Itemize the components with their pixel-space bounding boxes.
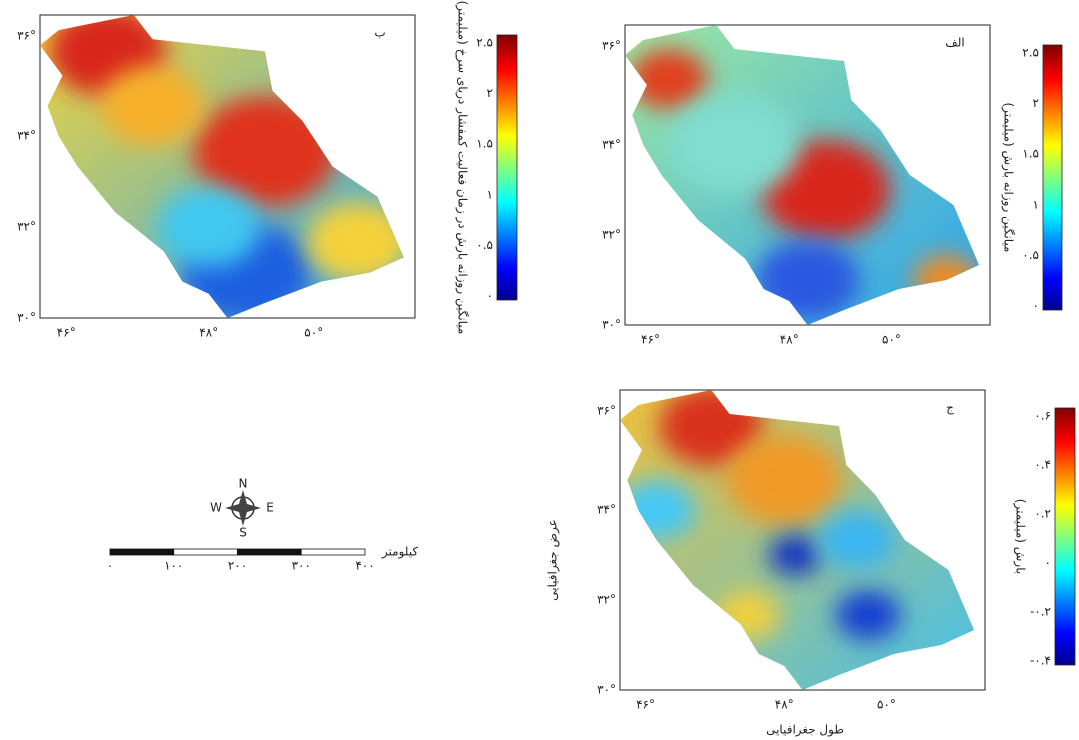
scale-label: ۰ (107, 559, 113, 573)
compass-w: W (210, 501, 222, 515)
colorbar-tick: ۲ (487, 86, 493, 100)
colorbar-tick: ۰.۲ (1034, 507, 1051, 521)
scale-segment (173, 548, 238, 556)
colorbar-title: میانگین روزانه بارش در زمان فعالیت کمفشا… (455, 1, 470, 335)
colorbar-title: میانگین روزانه بارش (میلیمتر) (1001, 103, 1016, 253)
lon-label: ۴۶° (636, 698, 655, 712)
map-blob (835, 590, 901, 640)
map-blob (725, 435, 843, 525)
panel-label: الف (945, 36, 964, 50)
scale-segment (109, 548, 175, 556)
colorbar-tick: ۰ (1033, 299, 1039, 313)
lat-label: ۳۲° (602, 228, 621, 242)
colorbar-tick: ۱ (1033, 197, 1039, 211)
scale-segment (300, 548, 366, 556)
colorbar-tick: -۰.۲ (1030, 605, 1051, 619)
colorbar-tick: ۰.۵ (1022, 248, 1039, 262)
colorbar-tick: ۲ (1033, 96, 1039, 110)
lon-label: ۵۰° (882, 333, 901, 347)
lon-label: ۴۸° (775, 698, 794, 712)
scale-segment (237, 548, 302, 556)
lat-label: ۳۲° (597, 593, 616, 607)
lat-label: ۳۶° (602, 39, 621, 53)
panel-label: ب (374, 26, 385, 40)
map-blob (818, 510, 897, 570)
lon-label: ۴۶° (57, 326, 76, 340)
lat-label: ۳۴° (597, 503, 616, 517)
compass-s: S (239, 526, 247, 540)
latitude-title: عرض جغرافیایی (546, 519, 561, 601)
lat-label: ۳۰° (602, 318, 621, 332)
colorbar-tick: ۰ (487, 289, 493, 303)
colorbar-title: بارش (میلیمتر) (1013, 499, 1028, 574)
lon-label: ۴۸° (199, 326, 218, 340)
colorbar-tick: -۰.۴ (1030, 654, 1051, 668)
colorbar-tick: ۱.۵ (1022, 147, 1039, 161)
map-blob (100, 65, 205, 146)
colorbar-tick: ۰.۴ (1034, 458, 1051, 472)
scale-label: ۲۰۰ (228, 559, 247, 573)
colorbar (496, 34, 518, 301)
colorbar-tick: ۱ (487, 187, 493, 201)
lat-label: ۳۰° (17, 311, 36, 325)
lon-label: ۴۸° (780, 333, 799, 347)
map-blob (193, 96, 337, 207)
scale-label: ۱۰۰ (164, 559, 183, 573)
longitude-title: طول جغرافیایی (766, 723, 844, 738)
colorbar-tick: ۰.۶ (1034, 409, 1051, 423)
compass (225, 490, 261, 526)
map-blob (669, 95, 800, 195)
lon-label: ۴۶° (641, 333, 660, 347)
map-blob (306, 202, 404, 283)
colorbar-tick: ۰.۵ (476, 238, 493, 252)
lat-label: ۳۶° (17, 29, 36, 43)
colorbar-tick: ۲.۵ (476, 36, 493, 50)
lon-label: ۵۰° (304, 326, 323, 340)
scale-label: ۳۰۰ (292, 559, 311, 573)
map-blob (156, 187, 261, 268)
lat-label: ۳۲° (17, 220, 36, 234)
scale-label: ۴۰۰ (355, 559, 374, 573)
panel-label: ج (946, 401, 954, 415)
map-blob (629, 49, 708, 109)
map-blob (769, 535, 822, 575)
lat-label: ۳۴° (602, 138, 621, 152)
lat-label: ۳۴° (17, 129, 36, 143)
colorbar-tick: ۲.۵ (1022, 46, 1039, 60)
colorbar (1042, 44, 1063, 311)
lat-label: ۳۶° (597, 404, 616, 418)
lon-label: ۵۰° (877, 698, 896, 712)
compass-e: E (266, 501, 274, 515)
scale-unit: کیلومتر (381, 545, 418, 560)
colorbar-tick: ۰ (1045, 556, 1051, 570)
colorbar (1054, 407, 1076, 666)
lat-label: ۳۰° (597, 683, 616, 697)
colorbar-tick: ۱.۵ (476, 137, 493, 151)
compass-n: N (239, 477, 248, 491)
